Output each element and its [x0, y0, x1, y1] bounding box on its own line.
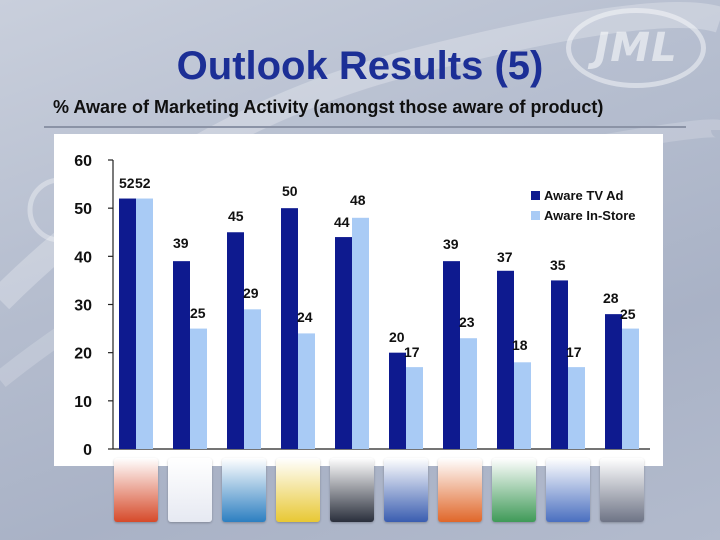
data-label-tv-ad: 35 — [550, 257, 566, 273]
yellow-package-icon — [276, 458, 320, 522]
product-thumbnails — [108, 458, 668, 538]
data-label-in-store: 52 — [135, 175, 151, 191]
bar-in-store — [352, 217, 369, 449]
data-label-in-store: 25 — [190, 305, 206, 321]
bar-in-store — [568, 367, 585, 449]
y-tick-label: 20 — [74, 346, 92, 363]
dark-device-package-icon — [330, 458, 374, 522]
bar-in-store — [298, 333, 315, 449]
bar-in-store — [622, 328, 639, 449]
bar-tv-ad — [119, 198, 136, 449]
blue-device-package-icon — [546, 458, 590, 522]
data-label-in-store: 24 — [297, 309, 313, 325]
y-tick-label: 30 — [74, 298, 92, 315]
data-label-tv-ad: 28 — [603, 290, 619, 306]
data-label-tv-ad: 50 — [282, 183, 298, 199]
data-label-in-store: 48 — [350, 192, 366, 208]
data-label-in-store: 17 — [404, 344, 420, 360]
bar-tv-ad — [443, 261, 460, 449]
chart-subtitle: % Aware of Marketing Activity (amongst t… — [53, 97, 604, 117]
data-label-tv-ad: 37 — [497, 249, 513, 265]
bar-tv-ad — [173, 261, 190, 449]
bar-in-store — [460, 338, 477, 449]
legend-label-tv-ad: Aware TV Ad — [544, 188, 624, 203]
jml-logo: JML — [566, 8, 706, 88]
legend-label-in-store: Aware In-Store — [544, 208, 636, 223]
grey-package-icon — [600, 458, 644, 522]
bar-tv-ad — [497, 270, 514, 449]
y-tick-label: 60 — [74, 153, 92, 170]
legend-swatch-tv-ad — [531, 191, 540, 200]
bar-tv-ad — [335, 237, 352, 449]
fruit-package-icon — [114, 458, 158, 522]
bar-in-store — [136, 198, 153, 449]
blue-product-box-icon — [384, 458, 428, 522]
data-label-tv-ad: 45 — [228, 208, 244, 224]
data-label-in-store: 17 — [566, 344, 582, 360]
page-title: Outlook Results (5) — [176, 44, 544, 88]
cable-tidy-package-icon — [222, 458, 266, 522]
data-label-in-store: 25 — [620, 306, 636, 322]
data-label-in-store: 18 — [512, 337, 528, 353]
bar-in-store — [190, 328, 207, 449]
bar-in-store — [514, 362, 531, 449]
title-divider — [44, 126, 686, 128]
data-label-tv-ad: 44 — [334, 214, 350, 230]
legend-swatch-in-store — [531, 211, 540, 220]
data-label-in-store: 23 — [459, 314, 475, 330]
green-package-icon — [492, 458, 536, 522]
y-tick-label: 0 — [83, 442, 92, 459]
y-tick-label: 40 — [74, 249, 92, 266]
mop-tool-icon — [168, 458, 212, 522]
data-label-tv-ad: 52 — [119, 175, 135, 191]
bar-tv-ad — [389, 352, 406, 449]
data-label-in-store: 29 — [243, 285, 259, 301]
bar-tv-ad — [227, 232, 244, 449]
y-tick-label: 10 — [74, 394, 92, 411]
data-label-tv-ad: 39 — [173, 235, 189, 251]
bar-tv-ad — [281, 208, 298, 449]
bar-tv-ad — [551, 280, 568, 449]
bar-in-store — [406, 367, 423, 449]
bar-in-store — [244, 309, 261, 449]
data-label-tv-ad: 20 — [389, 329, 405, 345]
bar-tv-ad — [605, 314, 622, 449]
data-label-tv-ad: 39 — [443, 236, 459, 252]
orange-box-icon — [438, 458, 482, 522]
y-tick-label: 50 — [74, 201, 92, 218]
